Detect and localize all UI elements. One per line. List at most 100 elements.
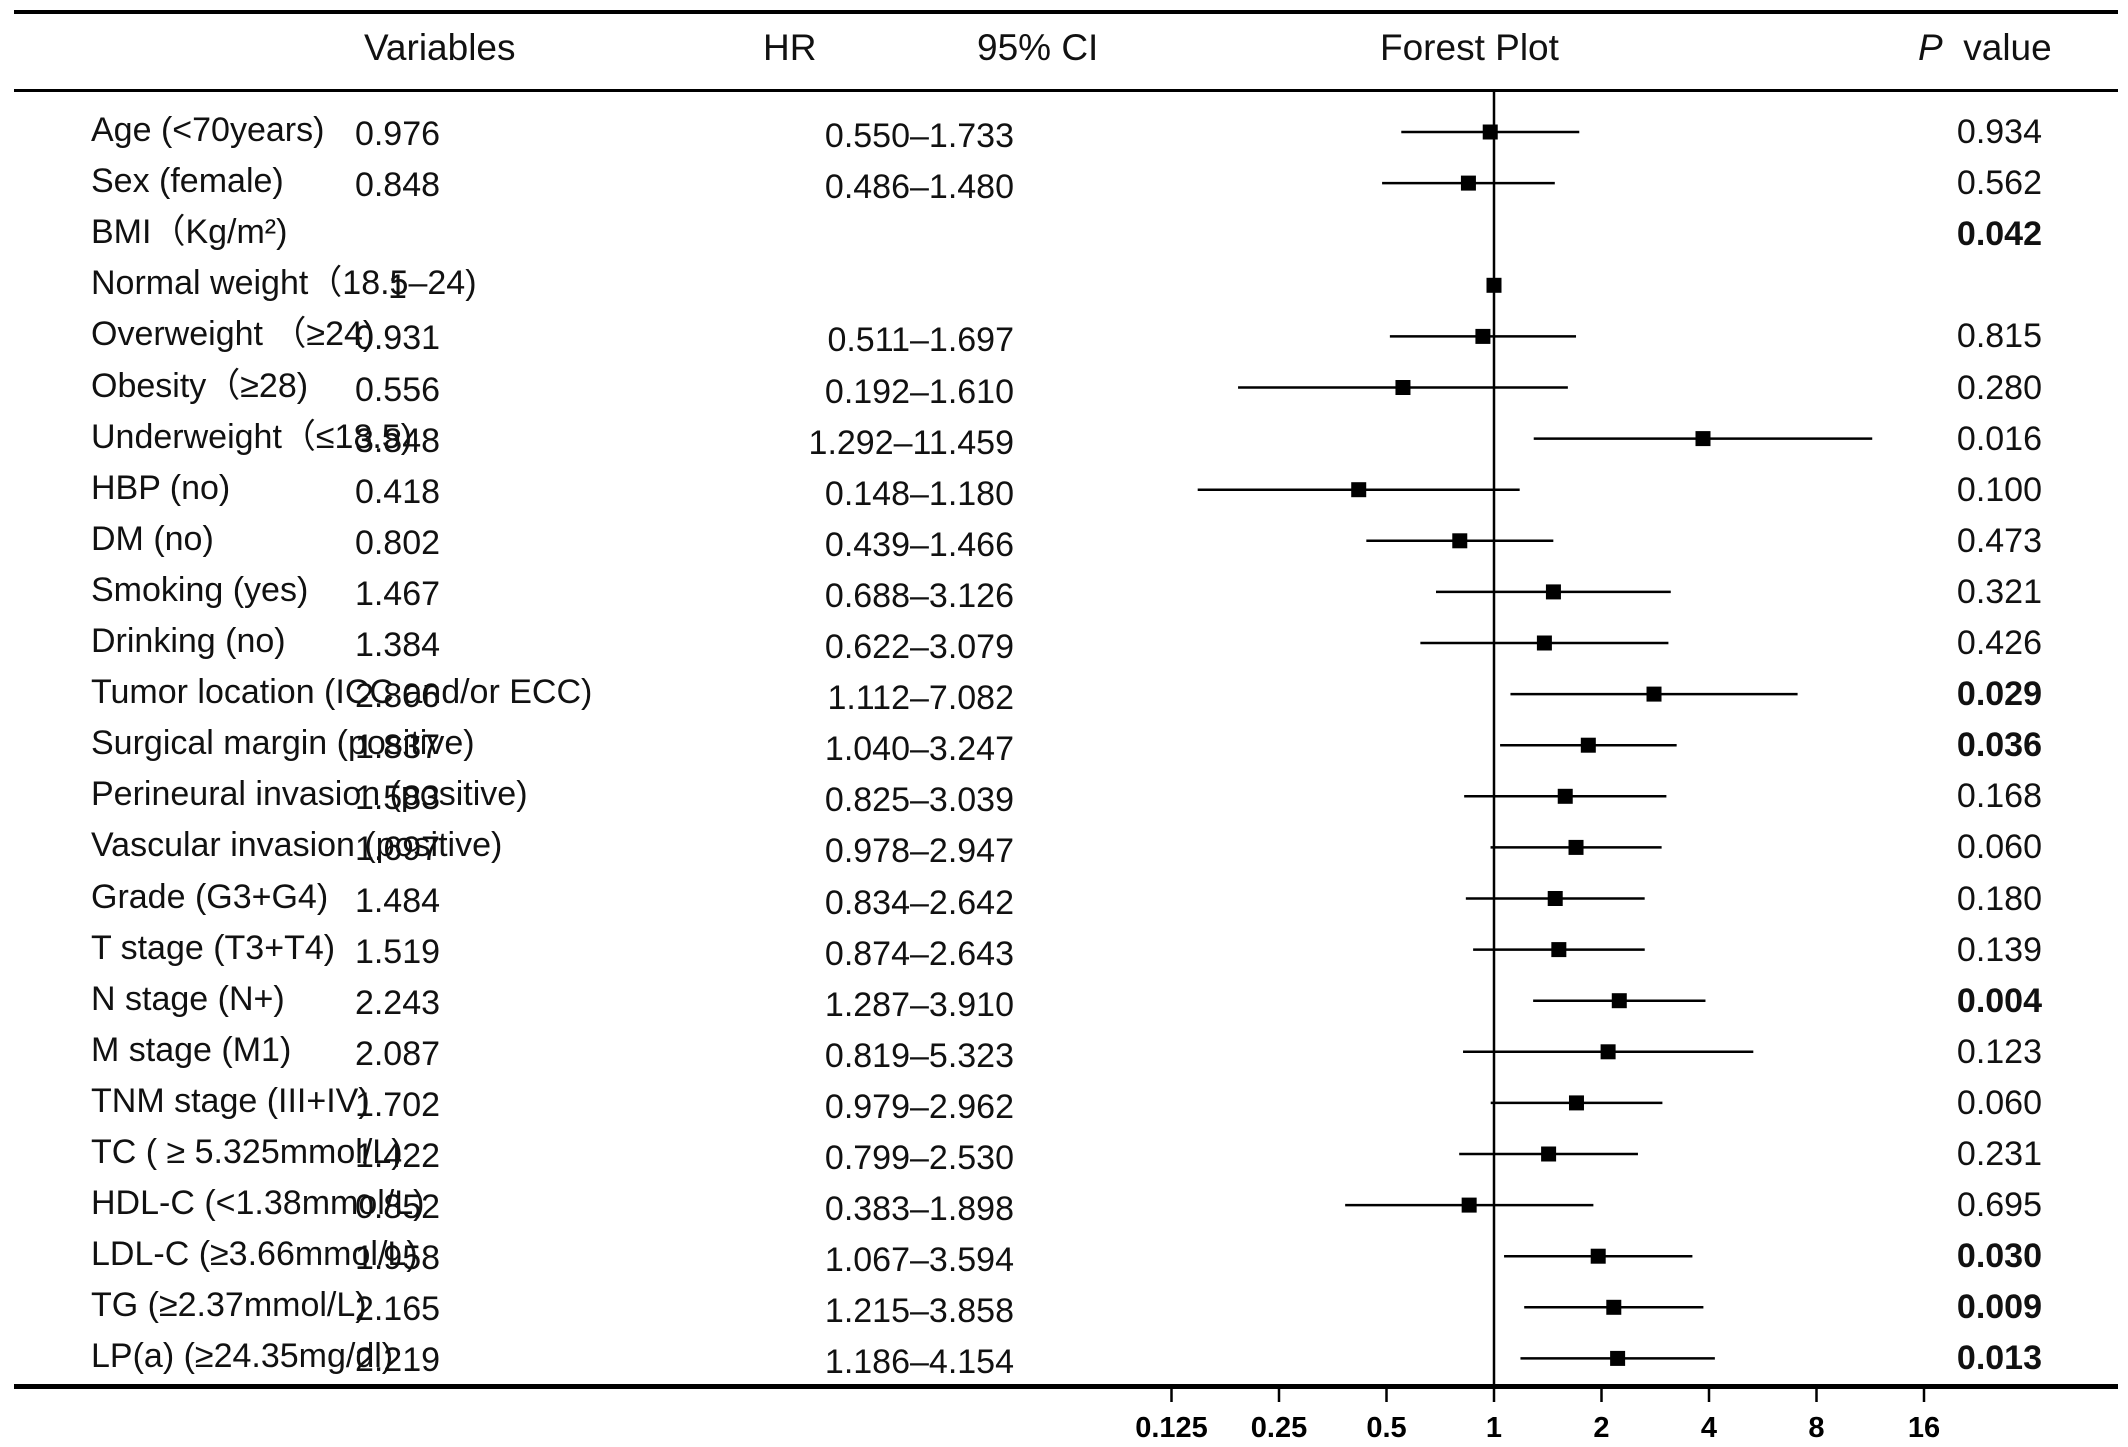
table-row: HDL-C (<1.38mmol/L) 0.852 0.383–1.898 0.695 bbox=[0, 1181, 2128, 1232]
hr-value: 1.422 bbox=[354, 1137, 441, 1175]
variable-label: Overweight （≥24) bbox=[91, 315, 375, 354]
hr-value: 0.931 bbox=[354, 319, 441, 358]
header-ci: 95% CI bbox=[977, 27, 1099, 68]
table-row: LDL-C (≥3.66mmol/L) 1.958 1.067–3.594 0.030 bbox=[0, 1232, 2128, 1283]
point-estimate bbox=[1482, 124, 1498, 140]
p-value: 0.695 bbox=[1956, 1186, 2042, 1225]
x-tick-label: 2 bbox=[1593, 1412, 1609, 1444]
variable-label: Smoking (yes) bbox=[91, 570, 309, 609]
table-row: Normal weight（18.5–24) 1 bbox=[0, 261, 2128, 312]
p-value: 0.030 bbox=[1956, 1237, 2042, 1276]
point-estimate bbox=[1351, 482, 1367, 498]
point-estimate bbox=[1551, 942, 1567, 958]
variable-label: Age (<70years) bbox=[91, 111, 325, 149]
hr-value: 1.583 bbox=[354, 779, 441, 818]
hr-value: 1 bbox=[388, 268, 407, 307]
point-estimate bbox=[1610, 1350, 1626, 1366]
x-tick-label: 0.125 bbox=[1135, 1412, 1208, 1444]
header-variables: Variables bbox=[364, 27, 516, 68]
variable-label: Vascular invasion (positive) bbox=[91, 826, 503, 865]
variable-label: Sex (female) bbox=[91, 162, 284, 201]
table-row: Obesity（≥28) 0.556 0.192–1.610 0.280 bbox=[0, 364, 2128, 415]
p-value: 0.280 bbox=[1956, 368, 2042, 407]
bottom-rule bbox=[14, 1384, 2118, 1389]
variable-label: HBP (no) bbox=[91, 468, 231, 507]
point-estimate bbox=[1568, 1095, 1584, 1111]
p-value: 0.180 bbox=[1956, 879, 2042, 918]
ci-value: 1.215–3.858 bbox=[824, 1292, 1014, 1331]
table-row: Vascular invasion (positive) 1.697 0.978–2… bbox=[0, 823, 2128, 874]
variable-label: T stage (T3+T4) bbox=[91, 928, 336, 967]
top-rule bbox=[14, 10, 2118, 14]
variable-label: Normal weight（18.5–24) bbox=[91, 264, 477, 303]
variable-label: Grade (G3+G4) bbox=[91, 877, 329, 916]
p-value: 0.139 bbox=[1956, 930, 2042, 969]
table-row: Overweight （≥24) 0.931 0.511–1.697 0.815 bbox=[0, 312, 2128, 363]
p-value: 0.004 bbox=[1956, 981, 2042, 1020]
p-value: 0.473 bbox=[1956, 521, 2042, 560]
point-estimate bbox=[1452, 533, 1468, 549]
table-row: TNM stage (III+IV) 1.702 0.979–2.962 0.060 bbox=[0, 1079, 2128, 1130]
ci-value: 1.292–11.459 bbox=[808, 423, 1014, 462]
header-p-value: P value bbox=[1918, 26, 2052, 70]
ci-value: 0.511–1.697 bbox=[827, 321, 1014, 360]
table-row: Drinking (no) 1.384 0.622–3.079 0.426 bbox=[0, 619, 2128, 670]
ci-value: 0.622–3.079 bbox=[824, 628, 1014, 666]
table-row: M stage (M1) 2.087 0.819–5.323 0.123 bbox=[0, 1028, 2128, 1079]
table-row: Underweight（≤18.5) 3.848 1.292–11.459 0.016 bbox=[0, 415, 2128, 466]
hr-value: 1.702 bbox=[354, 1085, 441, 1124]
hr-value: 1.837 bbox=[354, 728, 441, 767]
ci-value: 0.978–2.947 bbox=[824, 832, 1014, 871]
hr-value: 2.219 bbox=[354, 1341, 441, 1380]
point-estimate bbox=[1557, 788, 1573, 804]
table-row: N stage (N+) 2.243 1.287–3.910 0.004 bbox=[0, 977, 2128, 1028]
variable-label: BMI（Kg/m²) bbox=[91, 213, 288, 252]
variable-label: Obesity（≥28) bbox=[91, 366, 309, 405]
point-estimate bbox=[1461, 1197, 1477, 1213]
point-estimate bbox=[1695, 431, 1711, 447]
variable-label: LDL-C (≥3.66mmol/L) bbox=[91, 1235, 418, 1274]
p-value: 0.321 bbox=[1956, 572, 2042, 611]
point-estimate bbox=[1568, 839, 1584, 855]
ci-value: 0.979–2.962 bbox=[824, 1087, 1014, 1126]
p-value: 0.168 bbox=[1956, 777, 2042, 816]
x-tick-label: 1 bbox=[1486, 1412, 1502, 1444]
variable-label: M stage (M1) bbox=[91, 1030, 292, 1069]
p-value: 0.231 bbox=[1956, 1135, 2042, 1173]
ci-value: 1.186–4.154 bbox=[824, 1343, 1014, 1382]
p-value: 0.100 bbox=[1956, 470, 2042, 509]
header-forest-plot: Forest Plot bbox=[1380, 27, 1559, 68]
ci-value: 1.112–7.082 bbox=[827, 679, 1014, 718]
ci-value: 0.550–1.733 bbox=[824, 117, 1014, 155]
hr-value: 2.087 bbox=[354, 1034, 441, 1073]
ci-value: 0.819–5.323 bbox=[824, 1036, 1014, 1075]
p-value: 0.123 bbox=[1956, 1032, 2042, 1071]
hr-value: 1.519 bbox=[354, 932, 441, 971]
point-estimate bbox=[1646, 686, 1662, 702]
variable-label: TC ( ≥ 5.325mmol/L) bbox=[91, 1133, 403, 1171]
p-value: 0.060 bbox=[1956, 1083, 2042, 1122]
hr-value: 1.384 bbox=[354, 626, 441, 664]
table-row: Sex (female) 0.848 0.486–1.480 0.562 bbox=[0, 159, 2128, 210]
header-p-letter: P bbox=[1918, 27, 1943, 68]
hr-value: 2.165 bbox=[354, 1290, 441, 1329]
point-estimate bbox=[1541, 1146, 1557, 1162]
variable-label: TNM stage (III+IV) bbox=[91, 1081, 370, 1120]
table-row: TC ( ≥ 5.325mmol/L) 1.422 0.799–2.530 0.231 bbox=[0, 1130, 2128, 1181]
hr-value: 3.848 bbox=[354, 421, 441, 460]
table-row: DM (no) 0.802 0.439–1.466 0.473 bbox=[0, 517, 2128, 568]
variable-label: DM (no) bbox=[91, 519, 214, 558]
p-value: 0.562 bbox=[1956, 164, 2042, 203]
header-rule bbox=[14, 89, 2118, 92]
hr-value: 0.802 bbox=[354, 523, 441, 562]
point-estimate bbox=[1475, 328, 1491, 344]
point-estimate bbox=[1545, 584, 1561, 600]
x-tick-label: 0.25 bbox=[1251, 1412, 1307, 1444]
p-value: 0.042 bbox=[1956, 215, 2042, 254]
hr-value: 0.852 bbox=[354, 1188, 441, 1227]
p-value: 0.016 bbox=[1956, 419, 2042, 458]
x-tick-label: 8 bbox=[1808, 1412, 1824, 1444]
point-estimate bbox=[1460, 175, 1476, 191]
table-row: Smoking (yes) 1.467 0.688–3.126 0.321 bbox=[0, 568, 2128, 619]
table-row: Tumor location (ICC and/or ECC) 2.806 1.11… bbox=[0, 670, 2128, 721]
